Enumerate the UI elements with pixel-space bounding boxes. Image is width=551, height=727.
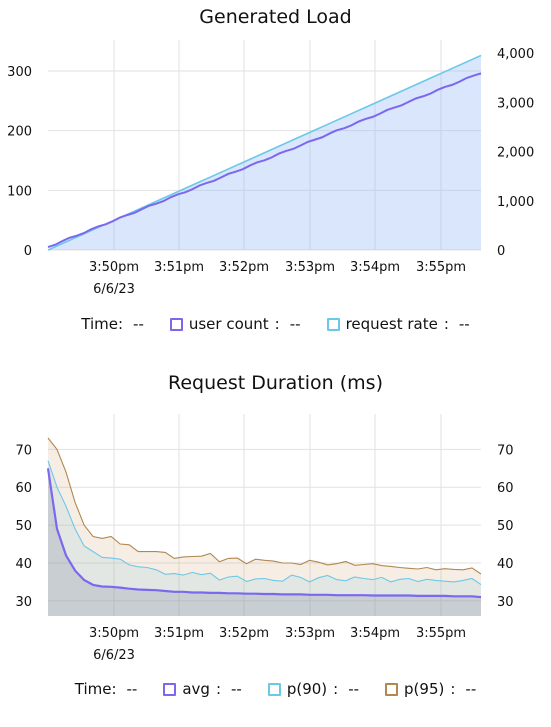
legend-time: Time: -- [75,680,138,698]
avg-area [48,468,481,616]
y-tick-label-right: 3,000 [497,96,534,111]
y-tick-label-right: 40 [497,557,514,572]
x-tick-label: 3:53pm [285,260,335,275]
chart-title: Request Duration (ms) [167,372,383,394]
p90-line [47,460,482,586]
x-tick-label: 3:54pm [350,626,400,641]
legend-value: -- [465,680,477,698]
y-tick-label-right: 4,000 [497,47,534,62]
legend-item-request-rate[interactable]: request rate: -- [326,315,470,333]
legend-swatch [385,682,399,696]
legend-value: -- [458,315,470,333]
y-tick-label-left: 200 [7,125,32,140]
generated-load-panel: Generated Load 0 100 200 300 0 1,000 2,000 3,00… [0,0,551,360]
x-tick-label: 3:55pm [416,260,466,275]
y-tick-label-left: 60 [15,481,32,496]
x-tick-label: 3:50pm [89,260,139,275]
y-tick-label-left: 40 [15,557,32,572]
legend-item-p95[interactable]: p(95): -- [385,680,476,698]
legend-swatch [163,682,177,696]
x-tick-label: 3:54pm [350,260,400,275]
y-tick-label-right: 70 [497,443,514,458]
y-tick-label-left: 100 [7,184,32,199]
request-duration-panel: Request Duration (ms) 30 40 50 60 70 30 40 50 60… [0,366,551,727]
legend-swatch [169,317,183,331]
legend-label: avg [182,680,210,698]
legend-time: Time: -- [81,315,144,333]
y-tick-label-right: 30 [497,595,514,610]
p90-area [48,460,481,616]
x-date-label: 6/6/23 [93,282,135,297]
legend-label: p(90) [286,680,328,698]
p95-area [48,438,481,616]
x-tick-label: 3:52pm [219,626,269,641]
y-tick-label-left: 50 [15,519,32,534]
x-tick-label: 3:51pm [154,260,204,275]
legend-swatch [267,682,281,696]
y-tick-label-left: 70 [15,443,32,458]
legend-item-p90[interactable]: p(90): -- [267,680,360,698]
legend-item-user-count[interactable]: user count: -- [169,315,301,333]
legend: Time: -- user count: -- request rate: -- [0,315,551,333]
x-date-label: 6/6/23 [93,648,135,663]
y-tick-label-right: 0 [497,244,505,259]
y-tick-label-right: 2,000 [497,146,534,161]
legend-value: -- [231,680,242,698]
legend-time-label: Time: [81,315,124,333]
y-tick-label-left: 0 [24,244,32,259]
legend-label: p(95) [404,680,445,698]
legend-label: user count [188,315,269,333]
y-tick-label-right: 1,000 [497,195,534,210]
legend-swatch [326,317,340,331]
legend-time-value: -- [126,680,138,698]
avg-line [46,468,482,599]
x-tick-label: 3:52pm [219,260,269,275]
legend-item-avg[interactable]: avg: -- [163,680,242,698]
legend-value: -- [348,680,360,698]
user-count-line [47,72,482,248]
y-tick-label-left: 300 [7,65,32,80]
p95-line [47,437,482,575]
generated-load-chart[interactable]: 0 100 200 300 0 1,000 2,000 3,000 4,000 3:50pm 3:5… [0,0,551,300]
legend-time-label: Time: [74,680,117,698]
y-tick-label-right: 60 [497,481,514,496]
legend-time-value: -- [133,315,144,333]
x-tick-label: 3:53pm [285,626,335,641]
chart-title: Generated Load [199,6,352,28]
y-tick-label-right: 50 [497,519,514,534]
request-duration-chart[interactable]: 30 40 50 60 70 30 40 50 60 70 3:50pm 3:51pm 3:52pm 3:… [0,366,551,666]
x-tick-label: 3:51pm [154,626,204,641]
legend-value: -- [289,315,301,333]
legend: Time: -- avg: -- p(90): -- p(95): -- [0,680,551,698]
legend-label: request rate [345,315,438,333]
y-tick-label-left: 30 [15,595,32,610]
x-tick-label: 3:50pm [89,626,139,641]
x-tick-label: 3:55pm [416,626,466,641]
